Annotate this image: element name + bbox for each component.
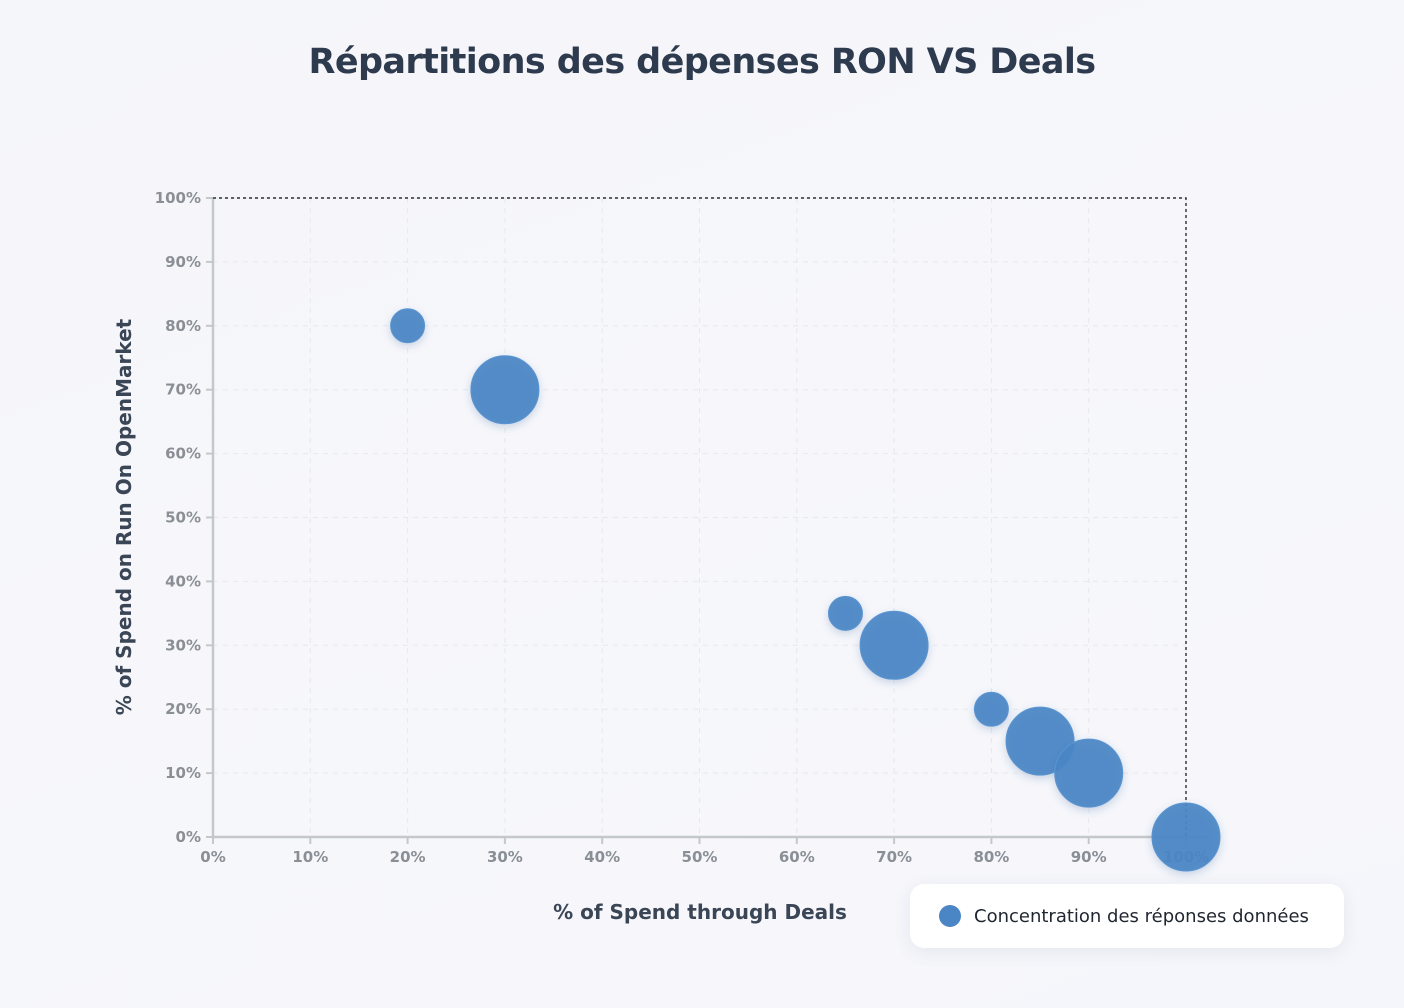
- x-tick-label: 80%: [973, 848, 1009, 866]
- y-axis-label: % of Spend on Run On OpenMarket: [112, 318, 136, 715]
- x-tick-label: 90%: [1071, 848, 1107, 866]
- y-tick-label: 40%: [165, 572, 201, 590]
- bubbles: [390, 308, 1221, 872]
- bubble-point[interactable]: [390, 308, 426, 344]
- y-tick-label: 0%: [176, 828, 201, 846]
- chart-legend: Concentration des réponses données: [910, 884, 1344, 948]
- chart-title: Répartitions des dépenses RON VS Deals: [308, 42, 1096, 82]
- legend-label: Concentration des réponses données: [974, 905, 1309, 927]
- legend-swatch: [939, 905, 961, 927]
- x-tick-label: 40%: [584, 848, 620, 866]
- x-tick-label: 50%: [682, 848, 718, 866]
- y-tick-label: 10%: [165, 764, 201, 782]
- y-tick-label: 60%: [165, 445, 201, 463]
- x-tick-label: 10%: [292, 848, 328, 866]
- bubble-point[interactable]: [827, 595, 863, 631]
- x-tick-label: 30%: [487, 848, 523, 866]
- bubble-point[interactable]: [470, 355, 540, 425]
- x-tick-label: 20%: [390, 848, 426, 866]
- bubble-point[interactable]: [1054, 738, 1124, 808]
- y-tick-label: 90%: [165, 253, 201, 271]
- y-tick-label: 70%: [165, 381, 201, 399]
- bubble-point[interactable]: [1151, 802, 1221, 872]
- x-tick-label: 0%: [200, 848, 225, 866]
- y-tick-label: 30%: [165, 636, 201, 654]
- y-tick-label: 100%: [155, 189, 201, 207]
- bubble-point[interactable]: [859, 610, 929, 680]
- y-tick-label: 50%: [165, 509, 201, 527]
- x-tick-label: 70%: [876, 848, 912, 866]
- x-axis-label: % of Spend through Deals: [553, 900, 847, 924]
- reference-boundary: [213, 197, 1187, 837]
- x-tick-label: 60%: [779, 848, 815, 866]
- tick-labels: 0% 10% 20% 30% 40% 50% 60% 70% 80% 90% 100% 0% 10% 20…: [155, 189, 1210, 866]
- y-tick-label: 80%: [165, 317, 201, 335]
- y-tick-label: 20%: [165, 700, 201, 718]
- bubble-point[interactable]: [1005, 706, 1075, 776]
- bubble-point[interactable]: [973, 691, 1009, 727]
- axes: [206, 197, 1206, 844]
- reference-line: [213, 197, 1187, 837]
